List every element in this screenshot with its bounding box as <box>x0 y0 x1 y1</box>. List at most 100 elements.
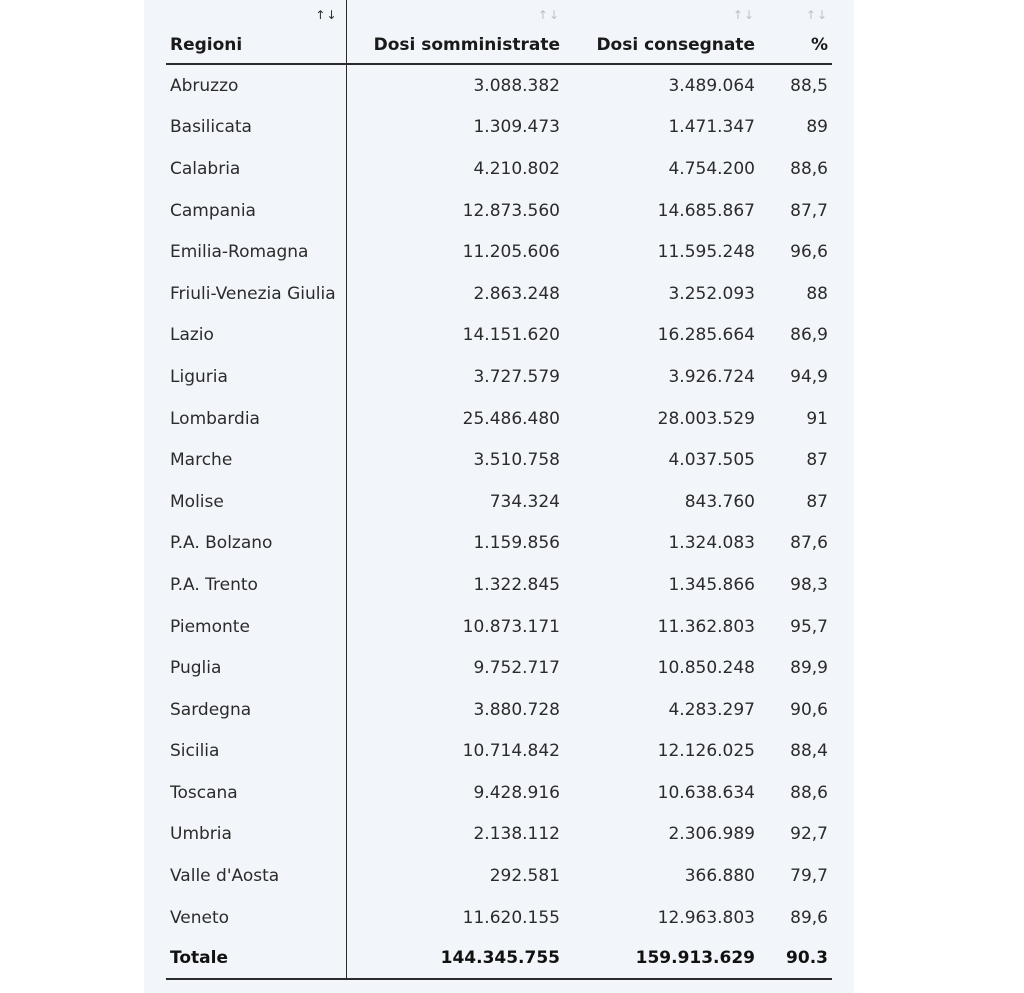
table-row: Lazio 14.151.620 16.285.664 86,9 <box>166 314 832 357</box>
cell-region: P.A. Trento <box>166 564 347 606</box>
cell-region: Molise <box>166 480 347 523</box>
cell-delivered: 366.880 <box>684 866 755 887</box>
table-row: Valle d'Aosta 292.581 366.880 79,7 <box>166 855 832 897</box>
cell-percent: 86,9 <box>790 325 828 346</box>
table-row: Liguria 3.727.579 3.926.724 94,9 <box>166 356 832 398</box>
cell-percent: 92,7 <box>790 824 828 845</box>
cell-region: Lombardia <box>166 397 347 440</box>
cell-percent: 88,4 <box>790 741 828 762</box>
cell-delivered: 12.126.025 <box>657 741 755 762</box>
cell-percent: 89 <box>806 117 828 138</box>
cell-administered: 3.088.382 <box>473 75 560 96</box>
total-label: Totale <box>166 938 347 981</box>
cell-delivered: 4.283.297 <box>668 699 755 720</box>
cell-percent: 87 <box>806 450 828 471</box>
table-row: Basilicata 1.309.473 1.471.347 89 <box>166 106 832 149</box>
cell-region: Campania <box>166 189 347 232</box>
sort-icon[interactable]: ↑↓ <box>805 8 828 22</box>
cell-region: Friuli-Venezia Giulia <box>166 272 347 315</box>
cell-administered: 11.205.606 <box>462 242 560 263</box>
table-row: Marche 3.510.758 4.037.505 87 <box>166 439 832 481</box>
column-header-label: Dosi consegnate <box>596 35 755 55</box>
cell-delivered: 28.003.529 <box>657 408 755 429</box>
table-row: Friuli-Venezia Giulia 2.863.248 3.252.093 8… <box>166 272 832 315</box>
cell-region: Basilicata <box>166 106 347 149</box>
sort-icon[interactable]: ↑↓ <box>732 8 755 22</box>
column-header-delivered[interactable]: ↑↓ Dosi consegnate <box>564 0 759 65</box>
cell-delivered: 3.489.064 <box>668 75 755 96</box>
cell-region: Umbria <box>166 813 347 856</box>
table-total-row: Totale 144.345.755 159.913.629 90.3 <box>166 938 832 981</box>
cell-percent: 79,7 <box>790 866 828 887</box>
table-header-row: ↑↓ Regioni ↑↓ Dosi somministrate ↑↓ Dosi… <box>166 0 832 65</box>
cell-region: Puglia <box>166 647 347 689</box>
total-delivered: 159.913.629 <box>564 938 759 981</box>
sort-icon[interactable]: ↑↓ <box>537 8 560 22</box>
cell-administered: 12.873.560 <box>462 200 560 221</box>
table-row: Umbria 2.138.112 2.306.989 92,7 <box>166 813 832 856</box>
cell-delivered: 10.638.634 <box>657 782 755 803</box>
table-body: Abruzzo 3.088.382 3.489.064 88,5 Basilicata 1… <box>166 64 832 981</box>
cell-region: Abruzzo <box>166 64 347 107</box>
cell-delivered: 1.324.083 <box>668 533 755 554</box>
cell-administered: 10.714.842 <box>462 741 560 762</box>
sort-icon[interactable]: ↑↓ <box>315 8 338 22</box>
column-header-label: % <box>810 35 828 55</box>
table-row: Veneto 11.620.155 12.963.803 89,6 <box>166 896 832 939</box>
cell-administered: 1.322.845 <box>473 574 560 595</box>
table-row: Calabria 4.210.802 4.754.200 88,6 <box>166 148 832 190</box>
cell-administered: 9.752.717 <box>473 658 560 679</box>
cell-delivered: 16.285.664 <box>657 325 755 346</box>
total-administered: 144.345.755 <box>346 938 564 981</box>
table-row: Piemonte 10.873.171 11.362.803 95,7 <box>166 605 832 648</box>
cell-administered: 1.309.473 <box>473 117 560 138</box>
table-row: P.A. Bolzano 1.159.856 1.324.083 87,6 <box>166 522 832 565</box>
cell-percent: 95,7 <box>790 616 828 637</box>
table-row: P.A. Trento 1.322.845 1.345.866 98,3 <box>166 564 832 606</box>
cell-administered: 10.873.171 <box>462 616 560 637</box>
cell-percent: 94,9 <box>790 366 828 387</box>
table-row: Sardegna 3.880.728 4.283.297 90,6 <box>166 688 832 731</box>
table-row: Lombardia 25.486.480 28.003.529 91 <box>166 397 832 440</box>
cell-region: Liguria <box>166 356 347 398</box>
cell-administered: 14.151.620 <box>462 325 560 346</box>
cell-region: Veneto <box>166 896 347 939</box>
cell-percent: 88 <box>806 283 828 304</box>
table-row: Sicilia 10.714.842 12.126.025 88,4 <box>166 730 832 773</box>
table-row: Abruzzo 3.088.382 3.489.064 88,5 <box>166 64 832 107</box>
cell-administered: 2.863.248 <box>473 283 560 304</box>
column-header-administered[interactable]: ↑↓ Dosi somministrate <box>346 0 564 65</box>
cell-percent: 98,3 <box>790 574 828 595</box>
cell-administered: 9.428.916 <box>473 782 560 803</box>
column-header-region[interactable]: ↑↓ Regioni <box>166 0 347 65</box>
cell-administered: 734.324 <box>489 491 560 512</box>
cell-delivered: 1.471.347 <box>668 117 755 138</box>
cell-percent: 91 <box>806 408 828 429</box>
cell-percent: 87,6 <box>790 533 828 554</box>
cell-delivered: 11.362.803 <box>657 616 755 637</box>
table-row: Molise 734.324 843.760 87 <box>166 480 832 523</box>
cell-delivered: 3.926.724 <box>668 366 755 387</box>
cell-administered: 3.727.579 <box>473 366 560 387</box>
cell-region: Lazio <box>166 314 347 357</box>
cell-region: Sardegna <box>166 688 347 731</box>
cell-delivered: 11.595.248 <box>657 242 755 263</box>
cell-administered: 2.138.112 <box>473 824 560 845</box>
cell-administered: 3.510.758 <box>473 450 560 471</box>
cell-administered: 4.210.802 <box>473 158 560 179</box>
cell-region: Sicilia <box>166 730 347 773</box>
cell-region: Valle d'Aosta <box>166 855 347 897</box>
cell-percent: 88,6 <box>790 782 828 803</box>
cell-administered: 3.880.728 <box>473 699 560 720</box>
cell-delivered: 14.685.867 <box>657 200 755 221</box>
vaccine-doses-table: ↑↓ Regioni ↑↓ Dosi somministrate ↑↓ Dosi… <box>166 0 832 981</box>
cell-region: Calabria <box>166 148 347 190</box>
column-header-percent[interactable]: ↑↓ % <box>759 0 832 65</box>
cell-percent: 87,7 <box>790 200 828 221</box>
column-header-label: Regioni <box>170 35 243 55</box>
cell-percent: 89,9 <box>790 658 828 679</box>
cell-percent: 89,6 <box>790 907 828 928</box>
cell-region: P.A. Bolzano <box>166 522 347 565</box>
table-row: Emilia-Romagna 11.205.606 11.595.248 96,6 <box>166 231 832 273</box>
table-row: Toscana 9.428.916 10.638.634 88,6 <box>166 772 832 814</box>
